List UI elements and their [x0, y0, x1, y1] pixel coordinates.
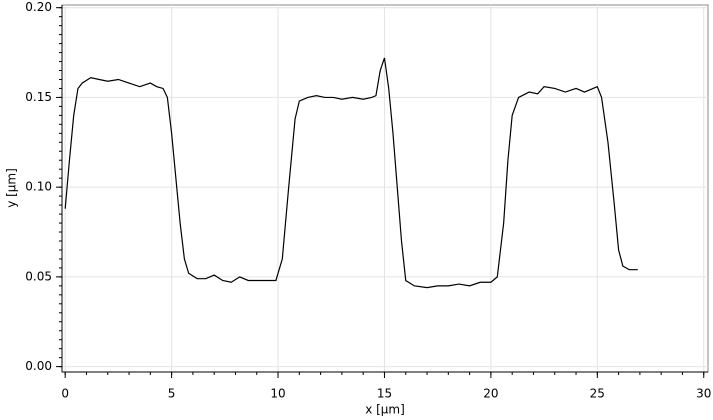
x-axis-label: x [µm]: [365, 403, 405, 417]
y-tick-label: 0.20: [25, 0, 52, 14]
x-tick-label: 30: [696, 387, 711, 401]
y-axis-label: y [µm]: [5, 168, 19, 208]
x-tick-label: 25: [590, 387, 605, 401]
y-tick-label: 0.15: [25, 90, 52, 104]
x-tick-label: 20: [483, 387, 498, 401]
y-tick-label: 0.10: [25, 180, 52, 194]
x-tick-label: 0: [61, 387, 69, 401]
x-tick-label: 5: [168, 387, 176, 401]
y-tick-label: 0.05: [25, 269, 52, 283]
y-tick-label: 0.00: [25, 359, 52, 373]
x-tick-label: 10: [270, 387, 285, 401]
x-tick-label: 15: [377, 387, 392, 401]
plot-frame: [61, 4, 709, 373]
data-line: [64, 57, 638, 289]
